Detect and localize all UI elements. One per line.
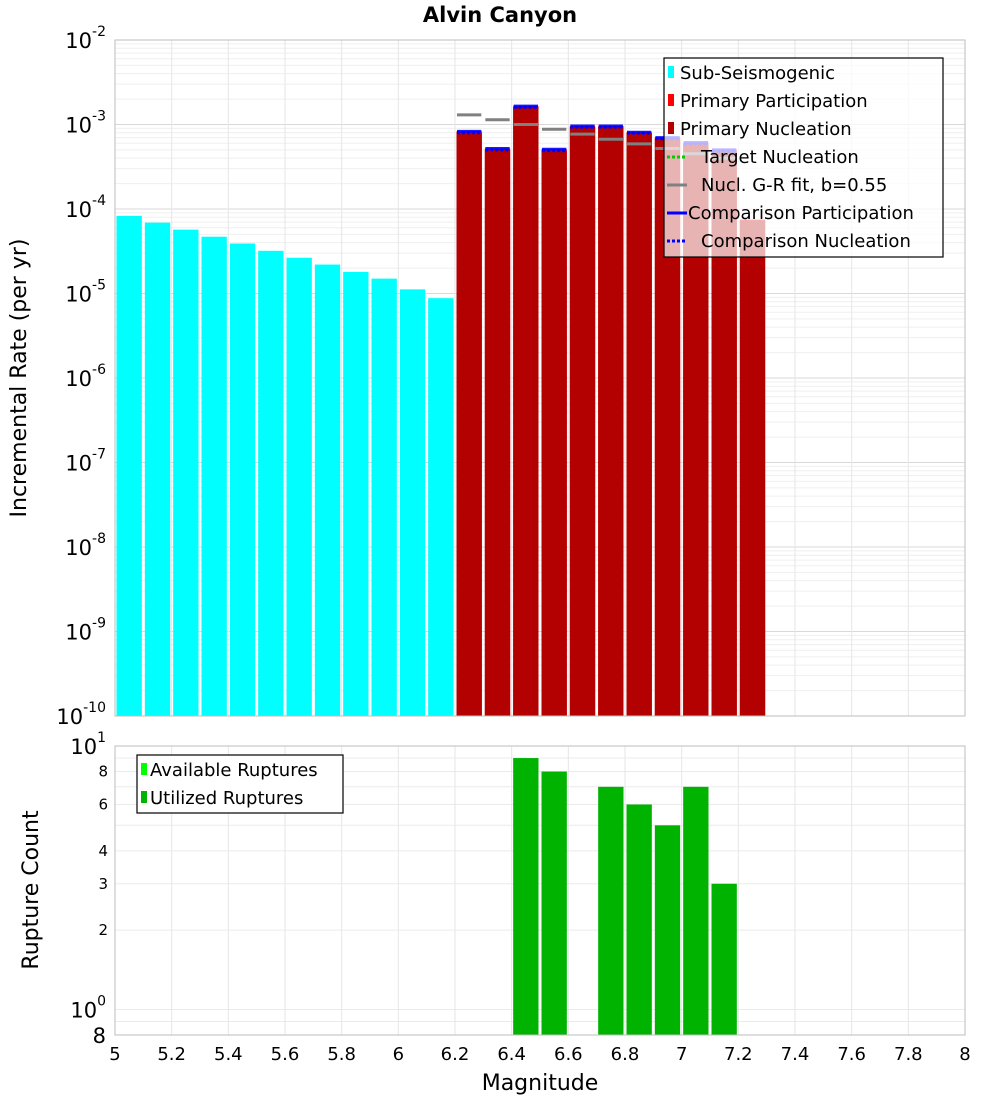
top-y-tick-label: 10-8: [65, 531, 106, 560]
legend-swatch: [668, 122, 674, 134]
top-y-tick-labels: 10-10 10-9 10-8 10-7 10-6 10-5 10-4 10-3 10-2: [56, 24, 106, 729]
x-tick-label: 6.8: [611, 1044, 640, 1065]
legend-swatch: [141, 791, 147, 803]
bottom-legend-items: Available Ruptures Utilized Ruptures: [141, 760, 318, 809]
top-bars: [116, 106, 766, 717]
legend-label: Sub-Seismogenic: [680, 63, 835, 84]
bar-utilized-ruptures-0: [513, 758, 539, 1035]
x-tick-label: 5: [109, 1044, 120, 1065]
top-y-axis-label: Incremental Rate (per yr): [7, 239, 32, 518]
x-tick-label: 7: [676, 1044, 687, 1065]
top-dashes: [457, 104, 737, 160]
top-y-tick-label: 10-7: [65, 447, 106, 476]
top-y-tick-label: 10-9: [65, 616, 106, 645]
x-tick-label: 6.6: [554, 1044, 583, 1065]
legend-label: Nucl. G-R fit, b=0.55: [701, 175, 887, 196]
bottom-bars: [513, 758, 737, 1035]
bar-utilized-ruptures-1: [541, 771, 567, 1035]
chart-title: Alvin Canyon: [423, 3, 577, 27]
x-tick-label: 7.4: [781, 1044, 810, 1065]
legend-swatch: [141, 763, 147, 775]
bar-sub-seismogenic-3: [201, 236, 227, 716]
x-tick-label: 7.8: [894, 1044, 923, 1065]
bottom-y-tick-label: 101: [70, 730, 106, 759]
bar-utilized-ruptures-4: [654, 825, 681, 1035]
bar-sub-seismogenic-9: [371, 278, 397, 716]
bottom-y-tick-label: 2: [98, 921, 108, 939]
bottom-legend-box: [136, 754, 344, 814]
bottom-plot-frame: [114, 745, 966, 1036]
bar-sub-seismogenic-2: [173, 229, 199, 716]
bottom-y-tick-label: 8: [98, 763, 108, 781]
bar-utilized-ruptures-6: [711, 883, 737, 1035]
x-tick-label: 5.8: [327, 1044, 356, 1065]
bar-utilized-ruptures-2: [598, 786, 624, 1035]
bar-primary-nucleation-3: [541, 150, 567, 716]
top-legend: Sub-Seismogenic Primary Participation Prim…: [663, 57, 944, 258]
top-grid: [114, 40, 966, 717]
x-tick-label: 5.6: [271, 1044, 300, 1065]
bottom-y-tick-label: 100: [70, 993, 106, 1022]
bar-sub-seismogenic-4: [229, 243, 256, 716]
bottom-y-tick-label: 8: [93, 1024, 106, 1048]
bottom-y-axis-label: Rupture Count: [19, 810, 44, 970]
top-plot-frame: [114, 39, 966, 717]
x-tick-label: 5.4: [214, 1044, 243, 1065]
x-tick-label: 8: [959, 1044, 970, 1065]
top-legend-box: [663, 57, 944, 258]
legend-label: Comparison Participation: [688, 203, 914, 224]
bar-sub-seismogenic-1: [144, 222, 171, 716]
legend-label: Primary Nucleation: [680, 119, 852, 140]
legend-swatch: [668, 94, 674, 106]
bar-sub-seismogenic-6: [286, 257, 312, 716]
bar-primary-nucleation-6: [626, 133, 652, 716]
legend-swatch: [668, 66, 674, 78]
x-tick-label: 6.4: [497, 1044, 526, 1065]
bar-primary-nucleation-1: [484, 149, 511, 717]
top-y-tick-label: 10-2: [65, 24, 106, 53]
top-y-tick-label: 10-5: [65, 278, 106, 307]
x-axis-label: Magnitude: [482, 1071, 599, 1096]
x-tick-label: 6: [393, 1044, 404, 1065]
legend-label: Target Nucleation: [700, 147, 859, 168]
bar-primary-nucleation-4: [569, 127, 596, 716]
bottom-y-tick-label: 6: [98, 795, 108, 813]
bar-primary-nucleation-0: [456, 132, 482, 716]
legend-label: Comparison Nucleation: [701, 231, 911, 252]
bottom-legend: Available Ruptures Utilized Ruptures: [136, 754, 344, 814]
x-tick-label: 7.2: [724, 1044, 753, 1065]
bar-primary-nucleation-2: [513, 107, 539, 717]
top-legend-items: Sub-Seismogenic Primary Participation Prim…: [667, 63, 914, 252]
x-tick-label: 6.2: [441, 1044, 470, 1065]
bar-sub-seismogenic-8: [343, 271, 369, 716]
top-y-tick-label: 10-6: [65, 362, 106, 391]
bottom-y-tick-label: 4: [98, 842, 108, 860]
top-y-tick-label: 10-3: [65, 109, 106, 138]
legend-label: Utilized Ruptures: [150, 788, 303, 809]
bar-sub-seismogenic-5: [258, 250, 284, 716]
bar-utilized-ruptures-3: [626, 804, 652, 1035]
legend-label: Available Ruptures: [150, 760, 318, 781]
legend-label: Primary Participation: [680, 91, 868, 112]
bar-sub-seismogenic-10: [399, 289, 426, 716]
bar-primary-nucleation-5: [598, 127, 624, 716]
x-tick-label: 7.6: [837, 1044, 866, 1065]
bar-primary-nucleation-10: [739, 220, 766, 716]
top-y-tick-label: 10-10: [56, 700, 106, 729]
top-y-tick-label: 10-4: [65, 193, 106, 222]
bar-utilized-ruptures-5: [683, 786, 709, 1035]
x-tick-label: 5.2: [157, 1044, 186, 1065]
bar-sub-seismogenic-7: [314, 264, 341, 716]
bottom-y-tick-label: 3: [98, 875, 108, 893]
x-tick-labels: 5 5.2 5.4 5.6 5.8 6 6.2 6.4 6.6 6.8 7 7.2 7.4 7.6 7.8 8: [109, 1044, 970, 1065]
bar-sub-seismogenic-0: [116, 215, 142, 717]
bar-sub-seismogenic-11: [428, 298, 454, 716]
